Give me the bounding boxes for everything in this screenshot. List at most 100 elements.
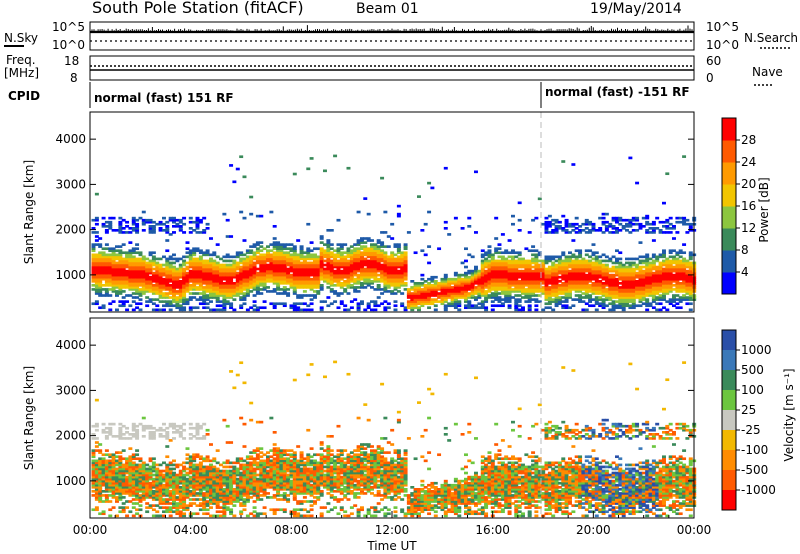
power-cell bbox=[470, 288, 475, 291]
power-cell bbox=[353, 273, 358, 277]
power-cell bbox=[279, 277, 284, 281]
power-cell bbox=[564, 284, 569, 287]
velocity-cell bbox=[131, 461, 136, 465]
power-cell bbox=[323, 300, 327, 303]
velocity-cell bbox=[162, 435, 166, 438]
power-cell bbox=[245, 277, 250, 281]
power-cell bbox=[665, 282, 670, 285]
power-cell bbox=[464, 284, 468, 287]
power-cell bbox=[480, 255, 485, 259]
power-cell bbox=[91, 288, 96, 291]
power-cell bbox=[608, 277, 613, 281]
power-cell bbox=[521, 296, 525, 299]
power-cell bbox=[292, 255, 297, 259]
power-cell bbox=[182, 277, 187, 281]
velocity-cell bbox=[158, 433, 163, 436]
power-cell bbox=[175, 296, 180, 299]
power-cell bbox=[420, 294, 425, 297]
power-cell bbox=[655, 271, 660, 275]
power-cell bbox=[309, 257, 314, 261]
power-cell bbox=[222, 296, 227, 299]
power-cell bbox=[420, 282, 425, 285]
power-cell bbox=[625, 304, 629, 308]
power-cell bbox=[507, 239, 512, 242]
power-cell bbox=[688, 225, 693, 228]
power-cell bbox=[343, 308, 348, 312]
power-cell bbox=[158, 290, 163, 293]
velocity-cell bbox=[98, 492, 103, 495]
power-cell bbox=[292, 284, 297, 287]
power-cell bbox=[225, 235, 230, 238]
velocity-cell bbox=[108, 473, 113, 477]
power-cell bbox=[678, 296, 683, 299]
velocity-cell bbox=[175, 496, 180, 499]
power-cell bbox=[621, 308, 626, 312]
power-cell bbox=[292, 245, 297, 248]
power-cell bbox=[259, 269, 264, 273]
power-cell bbox=[373, 257, 378, 261]
power-cell bbox=[165, 304, 170, 308]
power-cell bbox=[628, 218, 633, 222]
power-cell bbox=[182, 280, 187, 283]
power-cell bbox=[178, 294, 183, 297]
power-cell bbox=[547, 290, 552, 293]
power-cell bbox=[504, 273, 509, 277]
velocity-cell bbox=[155, 469, 160, 473]
power-cell bbox=[141, 218, 146, 222]
power-cell bbox=[255, 214, 260, 218]
power-cell bbox=[386, 275, 391, 279]
power-cell bbox=[101, 247, 106, 251]
power-cell bbox=[635, 181, 640, 185]
power-cell bbox=[349, 251, 354, 255]
power-cell bbox=[125, 282, 130, 285]
power-cell bbox=[554, 271, 559, 275]
power-cell bbox=[118, 290, 123, 293]
power-cell bbox=[252, 263, 257, 267]
power-cell bbox=[588, 261, 593, 265]
velocity-cell bbox=[151, 498, 156, 501]
power-cell bbox=[544, 288, 549, 291]
power-cell bbox=[353, 261, 358, 265]
power-cell bbox=[336, 255, 341, 259]
power-cell bbox=[517, 265, 522, 269]
power-cell bbox=[621, 218, 626, 222]
power-cell bbox=[507, 298, 512, 301]
power-cell bbox=[604, 255, 609, 259]
power-cell bbox=[360, 282, 364, 285]
velocity-cell bbox=[172, 490, 176, 493]
power-cell bbox=[474, 290, 478, 293]
power-cell bbox=[635, 267, 640, 271]
power-cell bbox=[470, 304, 475, 308]
power-cell bbox=[480, 263, 485, 267]
power-cell bbox=[534, 261, 539, 265]
power-cell bbox=[309, 284, 314, 287]
power-cell bbox=[645, 220, 650, 224]
power-cell bbox=[104, 282, 109, 285]
power-cell bbox=[175, 286, 180, 289]
power-cell bbox=[467, 280, 472, 283]
power-cell bbox=[286, 282, 291, 285]
power-cell bbox=[662, 263, 666, 267]
power-cell bbox=[551, 273, 556, 277]
power-cell bbox=[235, 290, 240, 293]
power-cell bbox=[584, 275, 589, 279]
power-cell bbox=[615, 216, 619, 220]
velocity-cell bbox=[101, 477, 106, 481]
power-cell bbox=[282, 273, 287, 277]
power-cell bbox=[645, 280, 650, 283]
power-cell bbox=[289, 284, 294, 287]
velocity-cell bbox=[108, 500, 113, 503]
power-cell bbox=[329, 273, 334, 277]
power-cell bbox=[148, 251, 153, 255]
power-cell bbox=[329, 282, 334, 285]
power-cell bbox=[685, 277, 690, 281]
power-cell bbox=[115, 255, 119, 259]
power-cell bbox=[618, 271, 623, 275]
power-cell bbox=[534, 253, 539, 257]
power-cell bbox=[255, 306, 260, 310]
power-cell bbox=[279, 253, 284, 257]
velocity-cell bbox=[175, 463, 180, 467]
power-cell bbox=[440, 300, 445, 303]
velocity-cell bbox=[131, 455, 136, 459]
power-cell bbox=[182, 302, 187, 306]
